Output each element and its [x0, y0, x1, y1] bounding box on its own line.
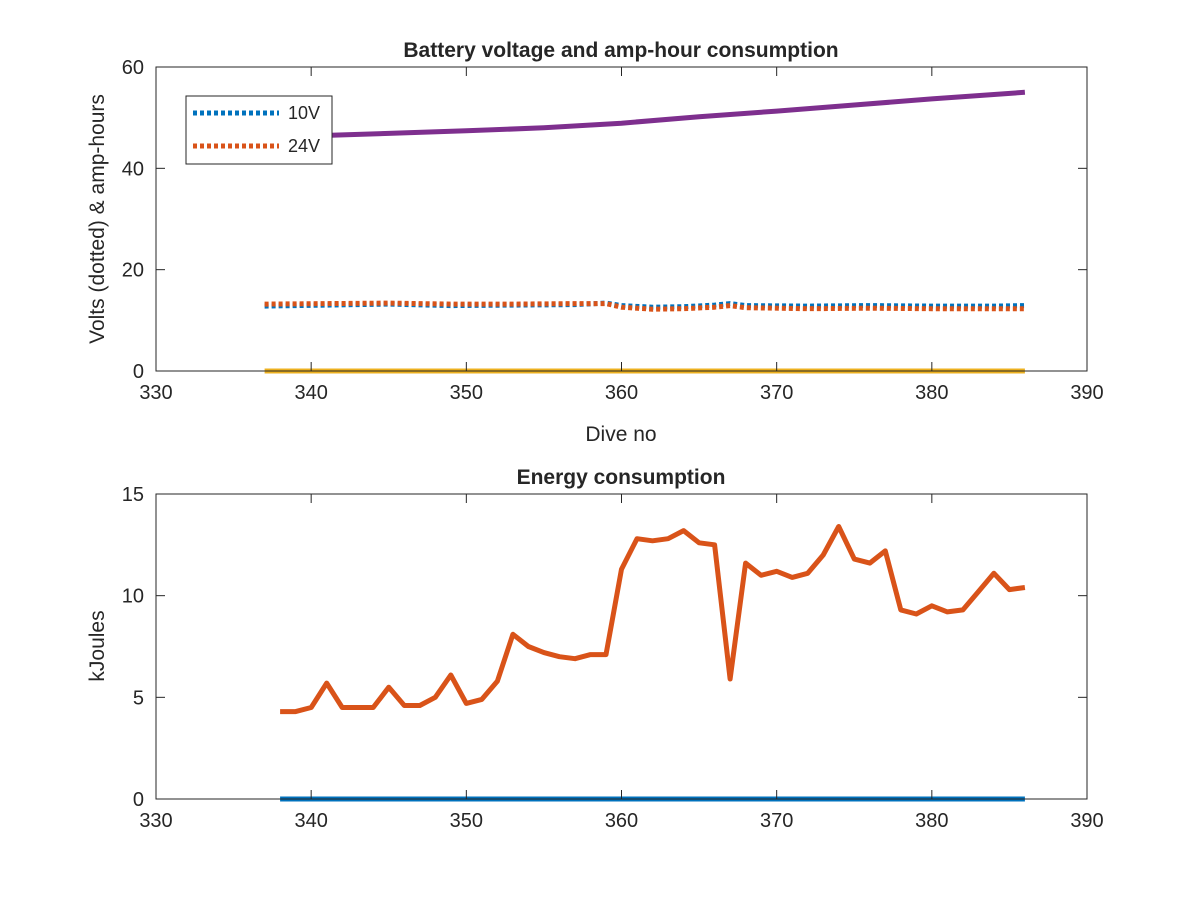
voltage-x-tick-label: 360 [605, 382, 638, 404]
energy-y-tick-label: 5 [133, 687, 144, 709]
energy-chart-title: Energy consumption [517, 466, 726, 489]
energy-x-tick-label: 340 [294, 810, 327, 832]
voltage-y-tick-label: 60 [122, 57, 144, 79]
legend-box [185, 95, 333, 165]
voltage-y-tick-label: 40 [122, 158, 144, 180]
legend-label-10v: 10V [288, 103, 320, 123]
energy-series-group [280, 524, 1026, 802]
energy-x-tick-label: 330 [139, 810, 172, 832]
energy-y-tick-label: 0 [133, 789, 144, 811]
energy-consumption-axes: 330 340 350 360 370 380 390 0 5 10 15 Energy consu… [86, 466, 1104, 832]
voltage-y-tick-label: 0 [133, 361, 144, 383]
voltage-legend: 10V 24V [185, 95, 333, 165]
energy-x-tick-label: 360 [605, 810, 638, 832]
voltage-x-tick-label: 370 [760, 382, 793, 404]
energy-y-tick-label: 10 [122, 586, 144, 608]
voltage-chart-title: Battery voltage and amp-hour consumption [403, 39, 838, 62]
energy-y-tick-label: 15 [122, 484, 144, 506]
voltage-y-tick-label: 20 [122, 260, 144, 282]
energy-ticks-group: 330 340 350 360 370 380 390 0 5 10 15 [122, 484, 1104, 832]
energy-y-axis-label: kJoules [86, 610, 109, 681]
energy-x-tick-label: 370 [760, 810, 793, 832]
voltage-x-axis-label: Dive no [585, 423, 656, 446]
voltage-ticks-group: 330 340 350 360 370 380 390 0 20 40 60 [122, 57, 1104, 404]
energy-axes-box [155, 493, 1088, 800]
voltage-x-tick-label: 340 [294, 382, 327, 404]
energy-x-tick-label: 380 [915, 810, 948, 832]
voltage-x-tick-label: 330 [139, 382, 172, 404]
voltage-y-axis-label: Volts (dotted) & amp-hours [86, 94, 109, 344]
energy-series-line-0 [280, 524, 1026, 715]
voltage-amp-hour-axes: 330 340 350 360 370 380 390 0 20 40 60 Battery vol… [86, 39, 1104, 446]
legend-label-24v: 24V [288, 136, 320, 156]
energy-x-tick-label: 350 [450, 810, 483, 832]
energy-x-tick-label: 390 [1070, 810, 1103, 832]
voltage-series-line-3 [264, 89, 1026, 141]
voltage-series-line-24v [264, 300, 1025, 312]
voltage-x-tick-label: 390 [1070, 382, 1103, 404]
voltage-x-tick-label: 380 [915, 382, 948, 404]
voltage-x-tick-label: 350 [450, 382, 483, 404]
voltage-series-group [264, 89, 1026, 374]
